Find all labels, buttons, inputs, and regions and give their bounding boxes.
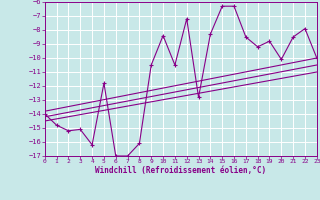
X-axis label: Windchill (Refroidissement éolien,°C): Windchill (Refroidissement éolien,°C)	[95, 166, 266, 175]
